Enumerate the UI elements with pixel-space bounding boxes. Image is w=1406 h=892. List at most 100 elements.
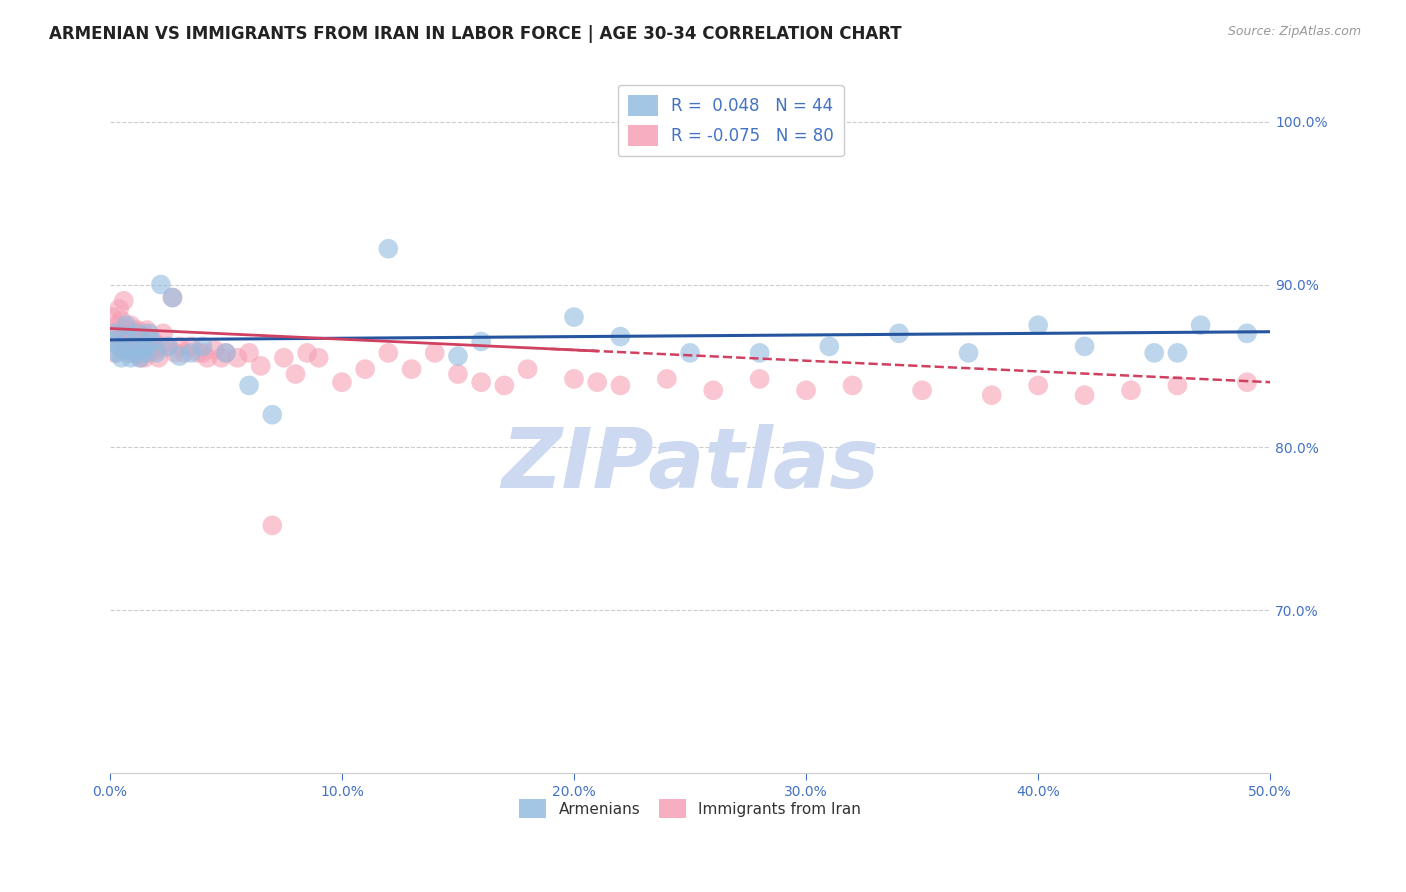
Point (1073, 388, 1095, 402)
Point (1236, 375, 1258, 389)
Point (124, 346, 146, 360)
Point (105, 318, 128, 333)
Point (980, 388, 1002, 402)
Point (101, 334, 124, 349)
Point (122, 339, 145, 353)
Point (110, 343, 132, 357)
Point (103, 346, 125, 360)
Point (112, 293, 135, 308)
Point (117, 329, 139, 343)
Point (273, 351, 295, 365)
Point (141, 334, 163, 349)
Point (330, 375, 353, 389)
Point (1166, 378, 1188, 392)
Point (447, 349, 470, 363)
Point (470, 375, 492, 389)
Point (748, 346, 770, 360)
Point (887, 326, 910, 341)
Point (562, 372, 585, 386)
Point (108, 334, 131, 349)
Point (129, 334, 152, 349)
Point (162, 291, 184, 305)
Point (110, 351, 132, 365)
Point (202, 343, 225, 357)
Point (145, 343, 167, 357)
Point (748, 372, 770, 386)
Point (141, 339, 163, 353)
Point (136, 339, 159, 353)
Point (377, 346, 399, 360)
Point (103, 326, 125, 341)
Point (586, 375, 609, 389)
Point (149, 339, 172, 353)
Point (911, 384, 934, 398)
Point (423, 346, 446, 360)
Point (169, 339, 191, 353)
Point (115, 339, 138, 353)
Point (308, 351, 330, 365)
Point (127, 339, 149, 353)
Point (112, 343, 135, 357)
Point (679, 346, 702, 360)
Point (470, 334, 492, 349)
Point (1166, 346, 1188, 360)
Point (401, 362, 423, 376)
Point (129, 351, 152, 365)
Point (354, 362, 377, 376)
Point (284, 367, 307, 381)
Point (195, 351, 218, 365)
Point (101, 310, 124, 324)
Point (191, 339, 214, 353)
Point (148, 351, 170, 365)
Point (841, 378, 863, 392)
Point (169, 349, 191, 363)
Point (131, 343, 153, 357)
Point (1143, 346, 1166, 360)
Point (191, 346, 214, 360)
Point (262, 518, 284, 533)
Point (129, 351, 152, 365)
Point (108, 301, 131, 316)
Point (134, 351, 156, 365)
Point (262, 408, 284, 422)
Text: Source: ZipAtlas.com: Source: ZipAtlas.com (1227, 25, 1361, 38)
Point (249, 359, 271, 373)
Text: ZIPatlas: ZIPatlas (501, 425, 879, 506)
Point (1026, 378, 1049, 392)
Point (122, 339, 145, 353)
Point (173, 346, 195, 360)
Point (818, 339, 841, 353)
Point (103, 326, 125, 341)
Point (163, 346, 186, 360)
Point (120, 351, 142, 365)
Point (149, 277, 172, 292)
Point (152, 326, 174, 341)
Point (120, 334, 142, 349)
Point (115, 318, 138, 333)
Point (127, 323, 149, 337)
Point (957, 346, 980, 360)
Point (145, 346, 167, 360)
Point (1236, 326, 1258, 341)
Point (138, 346, 160, 360)
Point (120, 318, 142, 333)
Point (215, 346, 238, 360)
Point (138, 326, 160, 341)
Point (117, 346, 139, 360)
Legend: Armenians, Immigrants from Iran: Armenians, Immigrants from Iran (513, 793, 868, 824)
Point (142, 334, 165, 349)
Point (238, 378, 260, 392)
Point (494, 378, 516, 392)
Point (1073, 339, 1095, 353)
Point (110, 313, 132, 327)
Point (238, 346, 260, 360)
Point (124, 346, 146, 360)
Point (187, 346, 209, 360)
Point (108, 339, 131, 353)
Point (447, 367, 470, 381)
Point (655, 372, 678, 386)
Point (131, 339, 153, 353)
Point (136, 339, 159, 353)
Point (162, 291, 184, 305)
Point (156, 339, 179, 353)
